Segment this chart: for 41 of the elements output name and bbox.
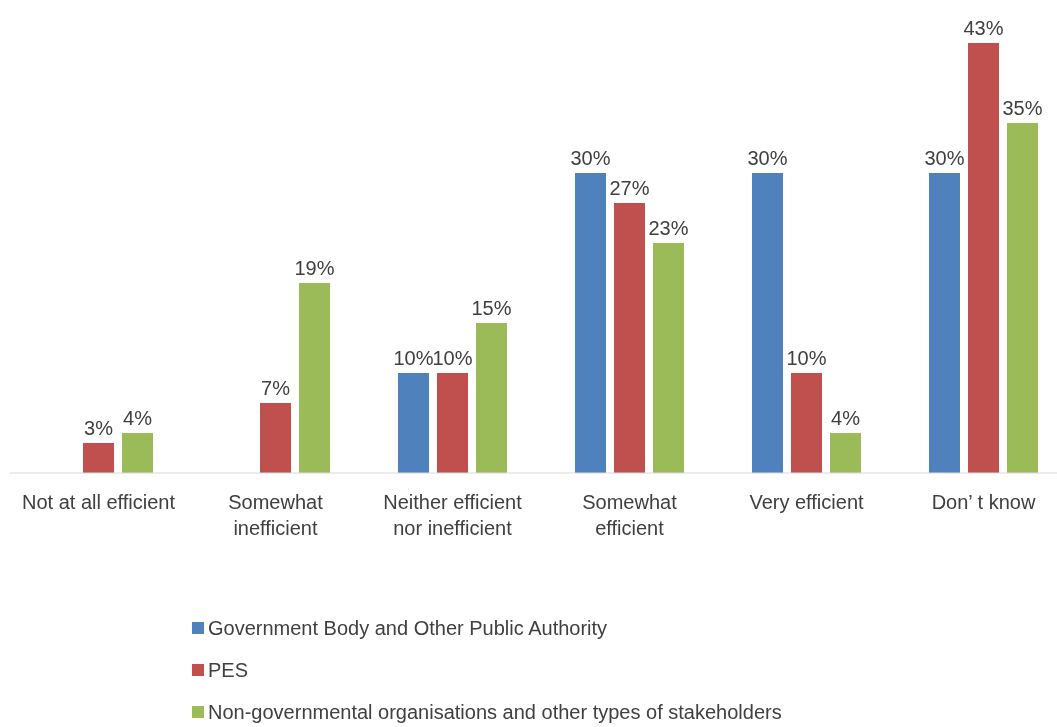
x-tick-label: Somewhat efficient [582, 491, 678, 539]
bar [791, 373, 822, 473]
bar [398, 373, 429, 473]
x-tick-label: Don’ t know [931, 491, 1036, 513]
data-label: 10% [393, 347, 434, 369]
x-tick-label: Very efficient [749, 491, 865, 513]
bar [476, 323, 507, 473]
bar [830, 433, 861, 473]
legend-label: Government Body and Other Public Authority [208, 617, 608, 639]
bar [929, 173, 960, 473]
bar [437, 373, 468, 473]
data-label: 30% [570, 147, 611, 169]
bar [260, 403, 291, 473]
data-label: 10% [432, 347, 473, 369]
data-label: 15% [471, 297, 512, 319]
data-label: 10% [786, 347, 827, 369]
bar [299, 283, 330, 473]
bar [1007, 123, 1038, 473]
data-label: 19% [294, 257, 335, 279]
bar [968, 43, 999, 473]
data-label: 3% [84, 417, 114, 439]
x-tick-label: Neither efficient nor inefficient [383, 491, 523, 539]
x-tick-label: Not at all efficient [21, 491, 176, 513]
bar [83, 443, 114, 473]
data-label: 30% [747, 147, 788, 169]
legend-label: Non-governmental organisations and other types of stakeholders [208, 701, 782, 723]
data-label: 30% [924, 147, 965, 169]
data-label: 4% [123, 407, 153, 429]
data-label: 4% [831, 407, 861, 429]
x-tick-label: Somewhat inefficient [228, 491, 324, 539]
legend-label: PES [208, 659, 249, 681]
data-label: 43% [963, 17, 1004, 39]
bar [575, 173, 606, 473]
data-label: 23% [648, 217, 689, 239]
bar [614, 203, 645, 473]
bar [122, 433, 153, 473]
data-label: 27% [609, 177, 650, 199]
data-label: 35% [1002, 97, 1043, 119]
data-label: 7% [261, 377, 291, 399]
bar [752, 173, 783, 473]
bar [653, 243, 684, 473]
